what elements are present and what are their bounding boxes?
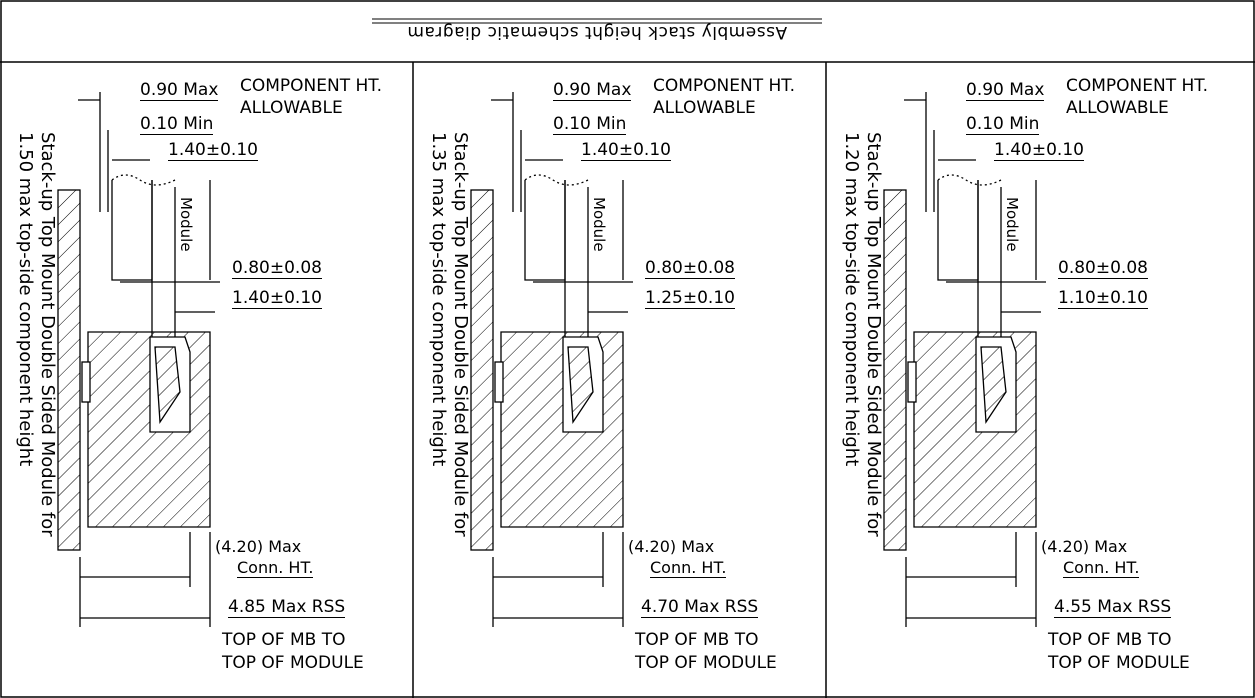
connector-height-label: Conn. HT.: [237, 558, 314, 578]
stackup-line-2: 1.35 max top-side component height: [428, 132, 449, 467]
board-thickness-value: 1.40±0.10: [168, 140, 258, 161]
panel-drawing: [57, 92, 220, 627]
min-clearance-value: 0.10 Min: [140, 114, 214, 135]
min-clearance-value: 0.10 Min: [553, 114, 627, 135]
stackup-description: Stack-up Top Mount Double Sided Module f…: [427, 132, 471, 537]
dimension-a-value: 0.80±0.08: [232, 258, 322, 279]
top-of-module-label: TOP OF MODULE: [222, 653, 364, 673]
component-height-value: 0.90 Max: [966, 80, 1045, 101]
connector-height-value: (4.20) Max: [628, 537, 715, 556]
module-label: Module: [1003, 197, 1021, 252]
stackup-panel-1: 0.90 Max COMPONENT HT. ALLOWABLE 0.10 Mi…: [0, 62, 412, 698]
rss-value: 4.70 Max RSS: [641, 597, 759, 618]
stackup-panel-2: 0.90 Max COMPONENT HT. ALLOWABLE 0.10 Mi…: [413, 62, 825, 698]
component-height-value: 0.90 Max: [140, 80, 219, 101]
component-allowable-label: ALLOWABLE: [653, 98, 756, 118]
stackup-description: Stack-up Top Mount Double Sided Module f…: [840, 132, 884, 537]
component-height-label: COMPONENT HT.: [1066, 76, 1209, 96]
component-height-label: COMPONENT HT.: [240, 76, 383, 96]
dimension-b-value: 1.40±0.10: [232, 288, 322, 309]
connector-height-value: (4.20) Max: [215, 537, 302, 556]
rss-value: 4.55 Max RSS: [1054, 597, 1172, 618]
diagram-title: Assembly stack height schematic diagram: [406, 22, 788, 42]
panel-drawing: [470, 92, 633, 627]
stackup-description: Stack-up Top Mount Double Sided Module f…: [14, 132, 58, 537]
stackup-line-1: Stack-up Top Mount Double Sided Module f…: [863, 132, 884, 537]
top-of-module-label: TOP OF MODULE: [635, 653, 777, 673]
component-height-label: COMPONENT HT.: [653, 76, 796, 96]
component-allowable-label: ALLOWABLE: [1066, 98, 1169, 118]
component-allowable-label: ALLOWABLE: [240, 98, 343, 118]
stackup-line-2: 1.20 max top-side component height: [841, 132, 862, 467]
component-height-value: 0.90 Max: [553, 80, 632, 101]
dimension-a-value: 0.80±0.08: [645, 258, 735, 279]
min-clearance-value: 0.10 Min: [966, 114, 1040, 135]
stackup-line-1: Stack-up Top Mount Double Sided Module f…: [450, 132, 471, 537]
dimension-b-value: 1.25±0.10: [645, 288, 735, 309]
board-thickness-value: 1.40±0.10: [581, 140, 671, 161]
top-of-mb-label: TOP OF MB TO: [635, 630, 759, 650]
board-thickness-value: 1.40±0.10: [994, 140, 1084, 161]
module-label: Module: [590, 197, 608, 252]
connector-height-label: Conn. HT.: [650, 558, 727, 578]
top-of-mb-label: TOP OF MB TO: [222, 630, 346, 650]
top-of-module-label: TOP OF MODULE: [1048, 653, 1190, 673]
dimension-b-value: 1.10±0.10: [1058, 288, 1148, 309]
connector-height-value: (4.20) Max: [1041, 537, 1128, 556]
stackup-panel-3: 0.90 Max COMPONENT HT. ALLOWABLE 0.10 Mi…: [826, 62, 1238, 698]
rss-value: 4.85 Max RSS: [228, 597, 346, 618]
stackup-line-1: Stack-up Top Mount Double Sided Module f…: [37, 132, 58, 537]
stackup-line-2: 1.50 max top-side component height: [15, 132, 36, 467]
connector-height-label: Conn. HT.: [1063, 558, 1140, 578]
dimension-a-value: 0.80±0.08: [1058, 258, 1148, 279]
top-of-mb-label: TOP OF MB TO: [1048, 630, 1172, 650]
panel-drawing: [883, 92, 1046, 627]
module-label: Module: [177, 197, 195, 252]
